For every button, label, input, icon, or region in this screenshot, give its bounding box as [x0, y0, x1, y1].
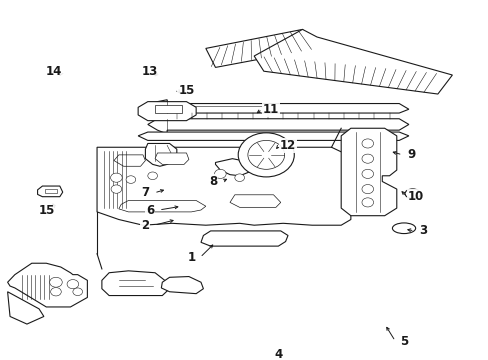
- Polygon shape: [8, 292, 44, 324]
- Circle shape: [238, 133, 294, 177]
- Polygon shape: [147, 100, 408, 134]
- Polygon shape: [201, 231, 287, 246]
- Text: 7: 7: [141, 186, 149, 199]
- Circle shape: [361, 139, 373, 148]
- Text: 15: 15: [39, 203, 55, 216]
- Text: 9: 9: [407, 148, 415, 161]
- Polygon shape: [138, 132, 408, 140]
- Polygon shape: [138, 102, 196, 121]
- Circle shape: [361, 169, 373, 179]
- Circle shape: [67, 280, 79, 289]
- Circle shape: [361, 154, 373, 163]
- Text: 3: 3: [418, 224, 427, 237]
- FancyBboxPatch shape: [45, 189, 57, 193]
- Polygon shape: [145, 144, 177, 166]
- Circle shape: [51, 288, 61, 296]
- Text: 4: 4: [274, 348, 282, 360]
- Polygon shape: [97, 147, 350, 225]
- Polygon shape: [341, 128, 396, 216]
- Polygon shape: [114, 155, 145, 166]
- Circle shape: [73, 288, 82, 296]
- Text: 11: 11: [263, 103, 279, 116]
- Circle shape: [126, 176, 136, 183]
- Text: 13: 13: [142, 65, 158, 78]
- Text: 14: 14: [45, 65, 61, 78]
- Polygon shape: [229, 195, 280, 207]
- Polygon shape: [254, 30, 451, 94]
- Circle shape: [234, 174, 244, 181]
- Text: 5: 5: [399, 335, 407, 348]
- Ellipse shape: [404, 189, 420, 198]
- Circle shape: [110, 173, 122, 182]
- Ellipse shape: [392, 223, 415, 234]
- Polygon shape: [215, 159, 249, 176]
- Polygon shape: [161, 276, 203, 294]
- Text: 6: 6: [146, 203, 154, 216]
- Polygon shape: [8, 263, 87, 307]
- Polygon shape: [155, 153, 188, 165]
- Text: 2: 2: [141, 219, 149, 232]
- Circle shape: [214, 169, 225, 179]
- Text: 15: 15: [178, 84, 194, 97]
- Text: 12: 12: [279, 139, 296, 152]
- Circle shape: [50, 277, 62, 287]
- Circle shape: [361, 185, 373, 194]
- Text: 1: 1: [187, 251, 195, 264]
- Polygon shape: [205, 30, 316, 67]
- Circle shape: [111, 185, 122, 193]
- Circle shape: [147, 172, 157, 180]
- Polygon shape: [119, 201, 205, 212]
- Circle shape: [361, 198, 373, 207]
- Polygon shape: [102, 271, 169, 296]
- FancyBboxPatch shape: [155, 105, 181, 113]
- Text: 8: 8: [208, 175, 217, 188]
- Circle shape: [247, 140, 284, 169]
- Polygon shape: [38, 186, 62, 197]
- Text: 10: 10: [407, 190, 424, 203]
